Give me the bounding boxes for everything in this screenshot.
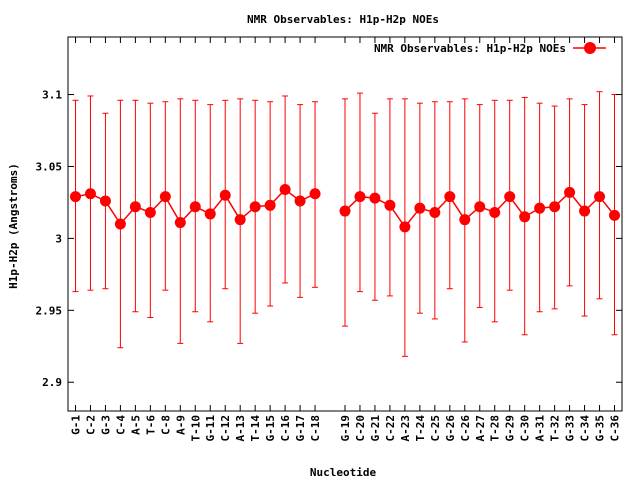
data-point (99, 195, 111, 207)
data-point (159, 191, 171, 203)
y-tick-label: 3 (55, 232, 62, 245)
x-tick-label: G-26 (444, 415, 457, 442)
data-point (339, 205, 351, 217)
data-point (384, 199, 396, 211)
x-tick-label: A-31 (534, 415, 547, 442)
x-tick-label: G-35 (594, 415, 607, 442)
data-point (354, 191, 366, 203)
data-point (474, 201, 486, 213)
data-point (84, 188, 96, 200)
x-tick-label: C-34 (579, 415, 592, 442)
data-point (444, 191, 456, 203)
data-point (534, 202, 546, 214)
x-tick-label: A-23 (399, 415, 412, 442)
y-tick-label: 3.05 (36, 160, 63, 173)
data-point (489, 206, 501, 218)
y-axis-label: H1p-H2p (Angstroms) (7, 163, 20, 289)
data-point (459, 214, 471, 226)
x-tick-label: C-16 (279, 415, 292, 442)
data-point (279, 183, 291, 195)
x-tick-label: A-9 (174, 415, 187, 435)
x-tick-label: G-17 (294, 415, 307, 442)
legend-marker (584, 42, 596, 54)
data-point (294, 195, 306, 207)
y-tick-label: 2.95 (36, 304, 63, 317)
x-tick-label: G-33 (564, 415, 577, 442)
x-axis-label: Nucleotide (310, 466, 377, 479)
x-tick-label: A-13 (234, 415, 247, 442)
plot-area (69, 91, 621, 357)
x-tick-label: C-30 (519, 415, 532, 442)
x-tick-label: G-21 (369, 415, 382, 442)
data-point (219, 189, 231, 201)
x-tick-label: G-3 (99, 415, 112, 435)
data-point (144, 206, 156, 218)
x-tick-label: T-14 (249, 415, 262, 442)
x-tick-label: C-18 (309, 415, 322, 442)
data-point (189, 201, 201, 213)
x-tick-label: T-28 (489, 415, 502, 442)
data-point (399, 221, 411, 233)
data-point (249, 201, 261, 213)
x-tick-label: T-6 (144, 415, 157, 435)
x-tick-label: C-26 (459, 415, 472, 442)
data-point (174, 217, 186, 229)
x-tick-label: C-22 (384, 415, 397, 442)
x-tick-label: G-19 (339, 415, 352, 442)
data-point (519, 211, 531, 223)
y-tick-label: 3.1 (42, 89, 62, 102)
x-tick-label: G-29 (504, 415, 517, 442)
x-tick-label: C-25 (429, 415, 442, 442)
x-tick-label: T-10 (189, 415, 202, 442)
y-tick-label: 2.9 (42, 376, 62, 389)
data-point (129, 201, 141, 213)
x-tick-label: G-11 (204, 415, 217, 442)
x-tick-label: C-4 (114, 415, 127, 435)
data-point (549, 201, 561, 213)
data-point (429, 206, 441, 218)
legend: NMR Observables: H1p-H2p NOEs (374, 42, 606, 55)
legend-label: NMR Observables: H1p-H2p NOEs (374, 42, 566, 55)
data-point (309, 188, 321, 200)
data-point (264, 199, 276, 211)
x-tick-label: C-20 (354, 415, 367, 442)
chart-title: NMR Observables: H1p-H2p NOEs (247, 13, 439, 26)
data-point (594, 191, 606, 203)
x-tick-label: C-2 (84, 415, 97, 435)
x-tick-label: G-15 (264, 415, 277, 442)
data-point (579, 205, 591, 217)
x-tick-label: A-27 (474, 415, 487, 442)
x-tick-label: A-5 (129, 415, 142, 435)
data-point (234, 214, 246, 226)
data-point (504, 191, 516, 203)
x-tick-label: T-32 (549, 415, 562, 442)
data-point (369, 192, 381, 204)
x-tick-label: C-8 (159, 415, 172, 435)
x-tick-label: C-36 (609, 415, 622, 442)
data-point (609, 209, 621, 221)
data-point (414, 202, 426, 214)
x-tick-label: G-1 (69, 415, 82, 435)
x-tick-label: T-24 (414, 415, 427, 442)
data-point (564, 186, 576, 198)
data-point (114, 218, 126, 230)
data-point (204, 208, 216, 220)
x-tick-label: C-12 (219, 415, 232, 442)
data-point (69, 191, 81, 203)
